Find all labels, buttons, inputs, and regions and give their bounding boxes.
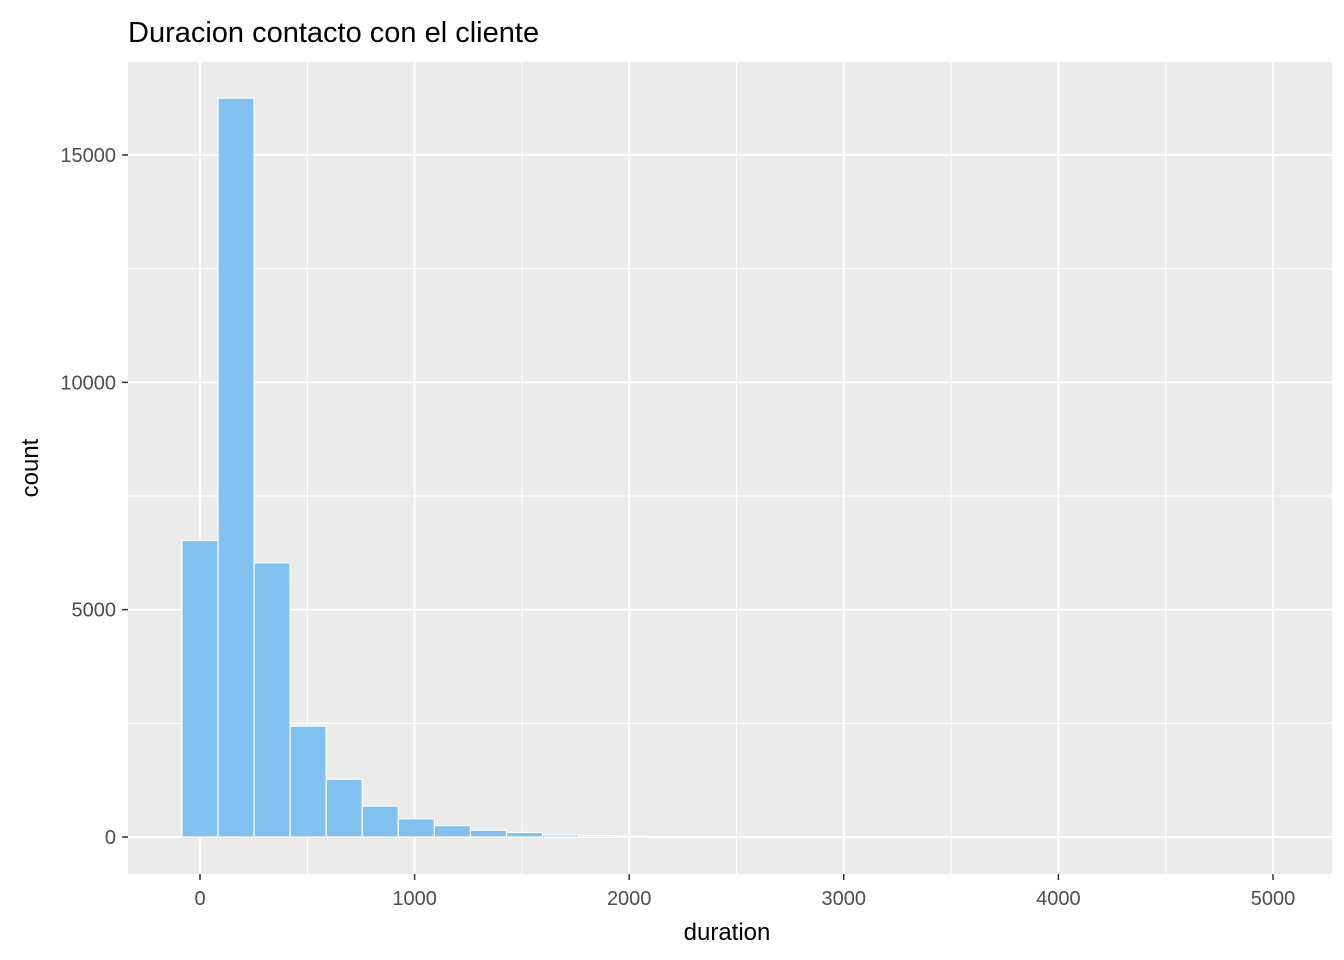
histogram-bar (614, 835, 652, 838)
histogram-bar (361, 805, 399, 838)
histogram-bar (650, 835, 688, 838)
histogram-bar (217, 97, 255, 838)
histogram-bar (577, 835, 616, 838)
chart-title: Duracion contacto con el cliente (128, 17, 539, 49)
x-tick-label: 0 (194, 888, 205, 910)
histogram-bar (505, 831, 544, 838)
y-axis-label: count (17, 438, 44, 497)
y-tick-label: 15000 (60, 145, 116, 167)
histogram-bar (541, 834, 580, 838)
plot-panel (128, 62, 1332, 874)
histogram-bar (253, 562, 291, 838)
histogram-bar (181, 539, 219, 838)
histogram-bar (433, 825, 471, 838)
x-tick-label: 4000 (1036, 888, 1081, 910)
histogram-bars (181, 97, 1265, 838)
x-axis-ticks: 0 1000 2000 3000 4000 5000 (194, 874, 1295, 910)
histogram-bar (397, 818, 435, 838)
y-tick-label: 0 (105, 827, 116, 849)
y-tick-label: 5000 (72, 600, 117, 622)
x-tick-label: 5000 (1251, 888, 1296, 910)
x-tick-label: 3000 (822, 888, 867, 910)
histogram-bar (289, 725, 327, 838)
histogram-bar (469, 829, 508, 838)
y-tick-label: 10000 (60, 372, 116, 394)
y-axis-ticks: 0 5000 10000 15000 (60, 145, 128, 849)
x-axis-label: duration (684, 919, 771, 946)
x-tick-label: 2000 (607, 888, 652, 910)
histogram-bar (325, 778, 363, 838)
minor-gridlines (128, 62, 1332, 874)
x-tick-label: 1000 (392, 888, 437, 910)
